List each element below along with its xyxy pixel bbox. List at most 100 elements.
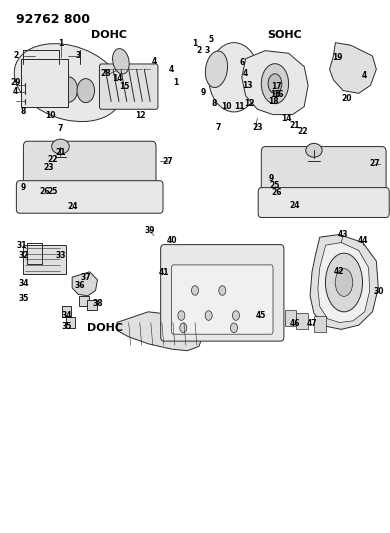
Text: 9: 9	[268, 174, 274, 183]
Ellipse shape	[206, 51, 227, 87]
Text: DOHC: DOHC	[87, 323, 123, 333]
Ellipse shape	[51, 139, 69, 154]
Text: 36: 36	[75, 281, 85, 289]
Bar	[79, 296, 89, 306]
Ellipse shape	[178, 311, 185, 320]
Text: 16: 16	[274, 91, 284, 99]
Text: 37: 37	[80, 273, 91, 281]
Ellipse shape	[180, 323, 187, 333]
Ellipse shape	[205, 311, 212, 320]
Polygon shape	[310, 235, 378, 329]
Text: 1: 1	[58, 39, 63, 48]
Text: 24: 24	[289, 201, 300, 209]
Text: 5: 5	[208, 36, 213, 44]
Bar	[23, 245, 66, 274]
Text: 41: 41	[159, 269, 169, 277]
FancyBboxPatch shape	[23, 141, 156, 197]
Text: 11: 11	[235, 102, 245, 111]
Text: 27: 27	[369, 159, 380, 168]
FancyBboxPatch shape	[172, 265, 273, 334]
Text: 12: 12	[135, 111, 145, 120]
Text: 3: 3	[75, 52, 81, 60]
Ellipse shape	[191, 286, 199, 295]
Bar	[285, 310, 296, 326]
Text: 39: 39	[145, 226, 155, 235]
Bar	[62, 306, 71, 317]
Text: 15: 15	[120, 82, 130, 91]
Text: 26: 26	[40, 188, 50, 196]
Text: 6: 6	[239, 58, 245, 67]
Ellipse shape	[335, 269, 353, 296]
Ellipse shape	[306, 143, 322, 157]
Ellipse shape	[261, 64, 289, 104]
Ellipse shape	[113, 49, 129, 74]
Text: 18: 18	[268, 97, 278, 106]
Text: 24: 24	[67, 202, 77, 211]
Text: 27: 27	[162, 157, 173, 166]
Text: 1: 1	[192, 39, 198, 48]
Text: 19: 19	[332, 53, 342, 61]
FancyBboxPatch shape	[16, 181, 163, 213]
Text: 14: 14	[112, 74, 122, 83]
Text: 21: 21	[289, 121, 300, 130]
Ellipse shape	[232, 311, 239, 320]
Text: 17: 17	[271, 83, 282, 91]
Text: 12: 12	[245, 99, 255, 108]
Text: 35: 35	[61, 322, 71, 330]
Text: 8: 8	[212, 99, 217, 108]
Text: 13: 13	[243, 81, 253, 90]
Text: 7: 7	[216, 124, 221, 132]
Text: 4: 4	[13, 87, 18, 96]
Text: 26: 26	[272, 189, 282, 197]
Text: DOHC: DOHC	[91, 30, 127, 39]
Text: 4: 4	[362, 71, 367, 80]
Bar	[87, 300, 97, 310]
Text: 28: 28	[100, 69, 111, 77]
Text: 43: 43	[338, 230, 348, 239]
FancyBboxPatch shape	[99, 64, 158, 109]
Text: 8: 8	[21, 108, 26, 116]
Bar	[314, 316, 326, 332]
Polygon shape	[330, 43, 376, 93]
Text: 32: 32	[18, 252, 28, 260]
Text: 30: 30	[373, 287, 383, 296]
Ellipse shape	[40, 70, 62, 100]
Text: 15: 15	[270, 90, 280, 99]
Text: 23: 23	[252, 124, 262, 132]
Bar	[66, 317, 75, 328]
Ellipse shape	[209, 43, 259, 112]
FancyBboxPatch shape	[258, 188, 389, 217]
Text: 35: 35	[18, 294, 28, 303]
Bar	[296, 313, 308, 329]
Ellipse shape	[268, 74, 282, 94]
Text: 21: 21	[55, 149, 66, 157]
Text: 92762 800: 92762 800	[16, 13, 90, 26]
Text: 1: 1	[173, 78, 178, 87]
Text: 22: 22	[48, 156, 58, 164]
Text: 2: 2	[196, 46, 202, 54]
Text: SOHC: SOHC	[267, 30, 302, 39]
Text: 4: 4	[169, 65, 174, 74]
Text: 4: 4	[151, 57, 157, 66]
Text: 2: 2	[13, 52, 18, 60]
Text: 31: 31	[16, 241, 27, 249]
Text: 42: 42	[334, 268, 344, 276]
Polygon shape	[72, 272, 98, 296]
Text: 44: 44	[358, 237, 368, 245]
Text: 34: 34	[61, 311, 71, 320]
Polygon shape	[242, 51, 308, 115]
Text: 25: 25	[48, 188, 58, 196]
Text: 23: 23	[44, 163, 54, 172]
Text: 38: 38	[92, 300, 103, 308]
Text: 40: 40	[167, 237, 177, 245]
Text: 7: 7	[58, 125, 63, 133]
Text: 47: 47	[307, 319, 317, 328]
Text: 3: 3	[204, 46, 209, 54]
Text: 29: 29	[11, 78, 21, 87]
Polygon shape	[117, 312, 203, 351]
Ellipse shape	[219, 286, 226, 295]
Ellipse shape	[77, 78, 94, 102]
Ellipse shape	[14, 44, 122, 122]
Text: 10: 10	[221, 102, 231, 111]
Text: 25: 25	[270, 181, 280, 190]
